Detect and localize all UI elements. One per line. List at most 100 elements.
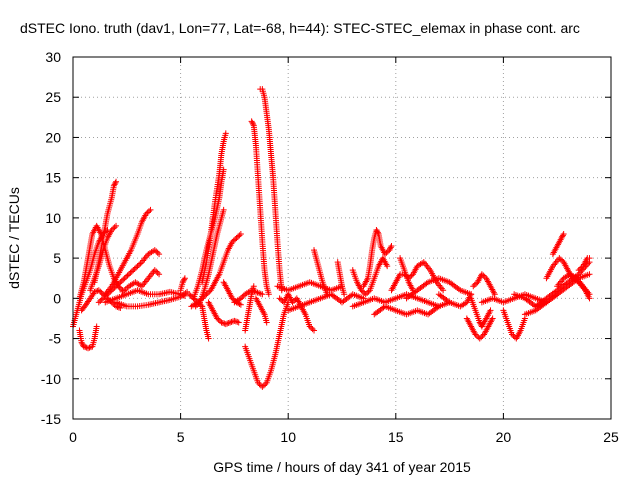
- arc-1-1: [199, 130, 229, 286]
- data-point: [111, 181, 118, 188]
- data-point: [199, 295, 206, 302]
- data-point: [187, 292, 194, 299]
- axis-ticks: 0 5 10 15 20 25 -15 -10 -5 0 5 10 15 20 25 30: [41, 49, 619, 445]
- arc-1-18: [334, 259, 348, 298]
- data-points: [70, 86, 593, 390]
- arc-1-13: [252, 295, 270, 326]
- data-point: [191, 296, 198, 303]
- data-point: [240, 292, 247, 299]
- arc-3-3: [549, 230, 567, 258]
- data-point: [197, 296, 204, 303]
- data-point: [86, 344, 93, 351]
- data-point: [125, 271, 132, 278]
- arc-2-1: [360, 226, 395, 290]
- x-tick-label: 0: [69, 429, 77, 445]
- data-point: [237, 295, 244, 302]
- data-point: [110, 300, 117, 307]
- data-point: [278, 296, 285, 303]
- data-point: [117, 304, 124, 311]
- data-point: [222, 321, 229, 328]
- data-point: [382, 251, 389, 258]
- arc-2-9: [468, 295, 494, 330]
- data-point: [224, 320, 231, 327]
- arc-1-15: [274, 279, 345, 294]
- data-point: [113, 283, 120, 290]
- data-point: [234, 318, 241, 325]
- data-point: [374, 229, 381, 236]
- data-point: [577, 265, 584, 272]
- data-point: [309, 326, 316, 333]
- data-point: [147, 206, 154, 213]
- data-point: [362, 291, 369, 298]
- data-point: [311, 327, 318, 334]
- data-point: [102, 292, 109, 299]
- data-point: [144, 209, 151, 216]
- data-point: [215, 316, 222, 323]
- arc-1-16: [285, 291, 367, 314]
- data-point: [384, 263, 391, 270]
- data-point: [358, 287, 365, 294]
- data-point: [101, 293, 108, 300]
- arc-2-5: [397, 255, 417, 294]
- data-point: [480, 272, 487, 279]
- data-point: [227, 319, 234, 326]
- data-point: [154, 269, 161, 276]
- data-point: [117, 279, 124, 286]
- data-point: [237, 230, 244, 237]
- data-point: [110, 285, 117, 292]
- data-point: [239, 293, 246, 300]
- y-tick-label: 20: [45, 129, 61, 145]
- y-tick-label: 30: [45, 49, 61, 65]
- data-point: [156, 271, 163, 278]
- data-point: [265, 291, 272, 298]
- data-point: [181, 275, 188, 282]
- data-point: [237, 301, 244, 308]
- data-point: [111, 284, 118, 291]
- data-point: [104, 291, 111, 298]
- data-point: [289, 299, 296, 306]
- data-point: [98, 296, 105, 303]
- data-point: [230, 237, 237, 244]
- data-point: [259, 383, 266, 390]
- data-point: [200, 293, 207, 300]
- data-point: [120, 276, 127, 283]
- data-point: [341, 291, 348, 298]
- data-point: [78, 339, 85, 346]
- data-point: [97, 288, 104, 295]
- data-point: [154, 249, 161, 256]
- data-point: [259, 291, 266, 298]
- data-point: [308, 324, 315, 331]
- data-point: [153, 248, 160, 255]
- data-point: [557, 256, 564, 263]
- x-tick-label: 20: [496, 429, 512, 445]
- data-point: [558, 235, 565, 241]
- data-point: [255, 379, 262, 386]
- y-tick-label: 25: [45, 89, 61, 105]
- data-point: [364, 289, 371, 296]
- data-point: [276, 295, 283, 302]
- data-point: [470, 283, 477, 290]
- data-point: [560, 230, 567, 237]
- data-point: [115, 280, 122, 287]
- arc-0-2: [76, 323, 100, 352]
- data-point: [194, 299, 201, 306]
- data-point: [388, 243, 395, 250]
- data-point: [135, 261, 142, 268]
- data-point: [229, 239, 236, 246]
- arc-1-8: [231, 287, 266, 306]
- data-point: [365, 288, 372, 295]
- x-tick-label: 5: [177, 429, 185, 445]
- arc-0-10: [119, 267, 163, 295]
- data-point: [263, 319, 270, 326]
- data-point: [114, 281, 121, 288]
- data-point: [374, 228, 381, 235]
- y-tick-label: 5: [53, 250, 61, 266]
- data-point: [95, 299, 102, 306]
- arc-2-12: [500, 307, 528, 342]
- arc-2-6: [403, 275, 475, 302]
- arc-0-6: [102, 206, 154, 298]
- data-point: [127, 269, 134, 276]
- data-point: [232, 318, 239, 325]
- data-point: [222, 130, 229, 137]
- data-point: [256, 381, 263, 388]
